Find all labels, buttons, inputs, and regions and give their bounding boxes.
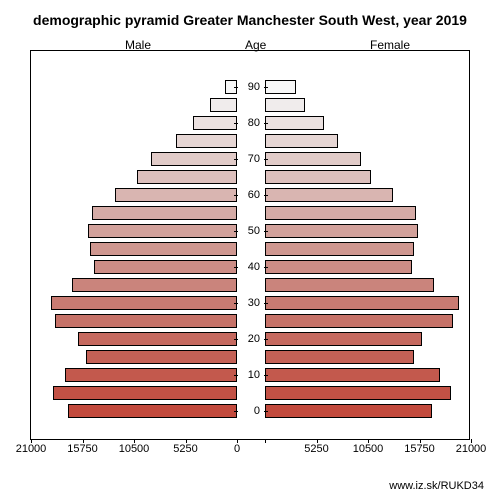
x-tick-label: 5250 <box>304 443 328 455</box>
y-tick-label: 50 <box>242 225 260 237</box>
y-tick-label: 40 <box>242 261 260 273</box>
y-tick-label: 60 <box>242 189 260 201</box>
x-tick-label: 10500 <box>119 443 150 455</box>
y-tick-label: 20 <box>242 333 260 345</box>
y-tick-mark <box>234 411 238 412</box>
source-url: www.iz.sk/RUKD34 <box>389 480 484 492</box>
female-bar <box>265 278 434 292</box>
x-tick-label: 5250 <box>173 443 197 455</box>
x-tick-label: 15750 <box>404 443 435 455</box>
chart-title: demographic pyramid Greater Manchester S… <box>33 12 467 28</box>
female-bar <box>265 368 440 382</box>
y-tick-mark <box>264 195 268 196</box>
y-tick-mark <box>234 87 238 88</box>
female-bar <box>265 242 414 256</box>
male-bar <box>86 350 237 364</box>
y-tick-mark <box>264 159 268 160</box>
y-tick-mark <box>264 123 268 124</box>
male-bar <box>51 296 237 310</box>
x-tick-label: 21000 <box>16 443 47 455</box>
y-tick-label: 90 <box>242 81 260 93</box>
male-bar <box>88 224 237 238</box>
plot-area: 0102030405060708090210001575010500525005… <box>30 50 470 440</box>
female-bar <box>265 98 305 112</box>
y-tick-mark <box>264 267 268 268</box>
male-bar <box>94 260 237 274</box>
male-bar <box>210 98 237 112</box>
female-bar <box>265 152 361 166</box>
male-side <box>31 51 251 441</box>
female-bar <box>265 296 459 310</box>
y-tick-mark <box>264 87 268 88</box>
female-side <box>251 51 471 441</box>
male-bar <box>193 116 237 130</box>
female-bar <box>265 116 324 130</box>
male-bar <box>53 386 237 400</box>
male-bar <box>78 332 237 346</box>
y-tick-mark <box>264 375 268 376</box>
y-tick-mark <box>234 339 238 340</box>
male-bar <box>55 314 237 328</box>
male-bar <box>72 278 237 292</box>
y-tick-label: 70 <box>242 153 260 165</box>
female-bar <box>265 170 371 184</box>
female-bar <box>265 332 422 346</box>
female-bar <box>265 386 451 400</box>
male-bar <box>176 134 237 148</box>
y-tick-mark <box>264 411 268 412</box>
female-bar <box>265 314 453 328</box>
female-bar <box>265 188 393 202</box>
y-tick-mark <box>264 339 268 340</box>
male-bar <box>115 188 237 202</box>
male-bar <box>137 170 237 184</box>
x-tick-label: 10500 <box>353 443 384 455</box>
y-tick-mark <box>234 159 238 160</box>
y-tick-label: 80 <box>242 117 260 129</box>
female-bar <box>265 404 432 418</box>
x-tick-label: 15750 <box>67 443 98 455</box>
y-tick-mark <box>264 231 268 232</box>
y-tick-label: 0 <box>242 405 260 417</box>
y-tick-mark <box>234 123 238 124</box>
x-tick-mark <box>265 439 266 443</box>
y-tick-label: 30 <box>242 297 260 309</box>
chart-container: demographic pyramid Greater Manchester S… <box>0 0 500 500</box>
male-bar <box>90 242 237 256</box>
male-bar <box>151 152 237 166</box>
male-bar <box>65 368 237 382</box>
y-tick-mark <box>234 267 238 268</box>
female-bar <box>265 260 412 274</box>
male-bar <box>92 206 237 220</box>
female-bar <box>265 350 414 364</box>
female-bar <box>265 134 338 148</box>
x-tick-label: 21000 <box>456 443 487 455</box>
y-tick-mark <box>234 303 238 304</box>
y-tick-mark <box>234 195 238 196</box>
x-tick-label: 0 <box>234 443 240 455</box>
female-bar <box>265 80 296 94</box>
y-tick-mark <box>234 231 238 232</box>
male-bar <box>68 404 237 418</box>
y-tick-mark <box>234 375 238 376</box>
y-tick-mark <box>264 303 268 304</box>
female-bar <box>265 206 416 220</box>
female-bar <box>265 224 418 238</box>
y-tick-label: 10 <box>242 369 260 381</box>
